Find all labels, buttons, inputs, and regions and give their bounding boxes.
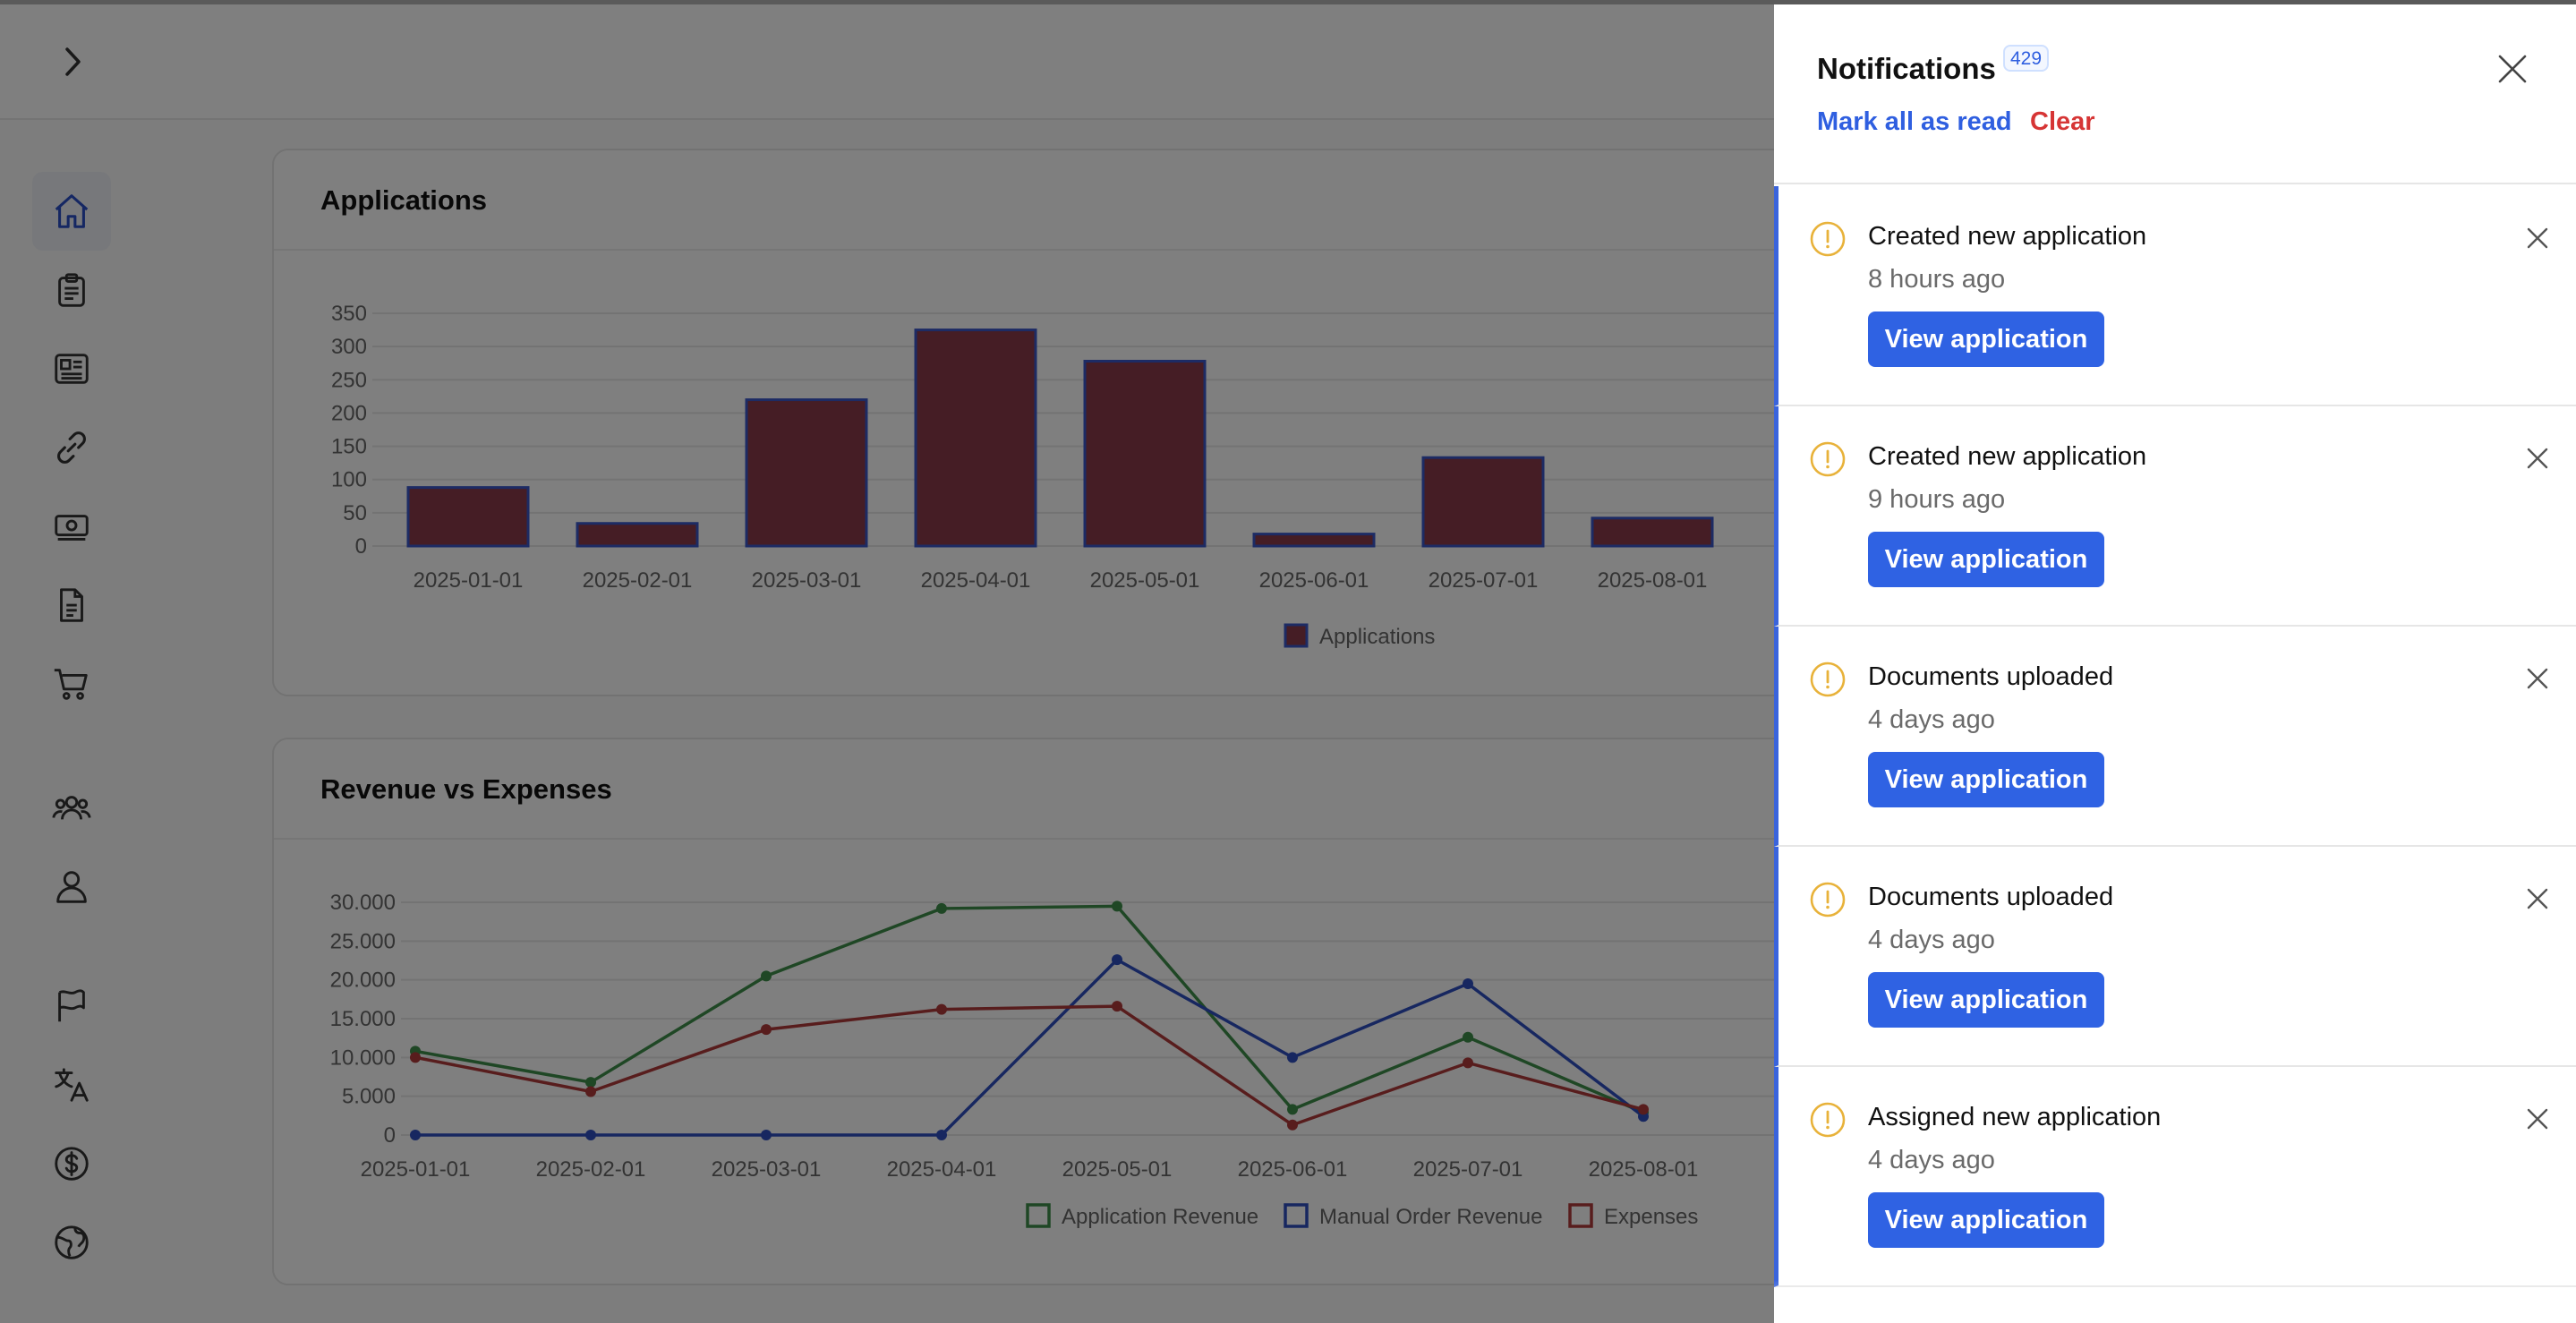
notification-item: Assigned new application 4 days ago View…: [1774, 1067, 2576, 1287]
dismiss-notification-button[interactable]: [2521, 1103, 2554, 1135]
warning-circle-icon: [1810, 882, 1846, 918]
close-icon: [2527, 668, 2548, 689]
notification-title: Created new application: [1868, 222, 2147, 251]
notification-time: 8 hours ago: [1868, 265, 2006, 294]
close-icon: [2527, 227, 2548, 249]
notification-time: 9 hours ago: [1868, 485, 2006, 514]
close-icon: [2527, 1108, 2548, 1130]
notifications-drawer: Notifications 429 Mark all as read Clear…: [1774, 0, 2576, 1323]
list-fade: [1774, 1280, 2576, 1323]
notification-title: Created new application: [1868, 442, 2147, 471]
mark-all-read-link[interactable]: Mark all as read: [1817, 107, 2012, 136]
notification-title: Documents uploaded: [1868, 662, 2114, 691]
notification-time: 4 days ago: [1868, 1146, 1995, 1174]
view-application-button[interactable]: View application: [1868, 972, 2104, 1028]
dismiss-notification-button[interactable]: [2521, 883, 2554, 915]
dismiss-notification-button[interactable]: [2521, 442, 2554, 474]
close-drawer-button[interactable]: [2490, 47, 2535, 91]
close-icon: [2527, 448, 2548, 469]
notification-time: 4 days ago: [1868, 926, 1995, 954]
notification-title: Documents uploaded: [1868, 883, 2114, 911]
notifications-title: Notifications: [1817, 52, 1996, 85]
clear-notifications-link[interactable]: Clear: [2030, 107, 2095, 136]
notification-item: Created new application 8 hours ago View…: [1774, 186, 2576, 406]
view-application-button[interactable]: View application: [1868, 1192, 2104, 1248]
notification-item: Created new application 9 hours ago View…: [1774, 406, 2576, 627]
warning-circle-icon: [1810, 662, 1846, 697]
view-application-button[interactable]: View application: [1868, 752, 2104, 807]
close-icon: [2498, 55, 2527, 83]
notification-item: Documents uploaded 4 days ago View appli…: [1774, 627, 2576, 847]
notification-time: 4 days ago: [1868, 705, 1995, 734]
dismiss-notification-button[interactable]: [2521, 662, 2554, 695]
window-top-border: [0, 0, 2576, 4]
notification-item: Documents uploaded 4 days ago View appli…: [1774, 847, 2576, 1067]
notifications-count-badge: 429: [2003, 45, 2050, 72]
view-application-button[interactable]: View application: [1868, 532, 2104, 587]
notification-title: Assigned new application: [1868, 1103, 2162, 1131]
warning-circle-icon: [1810, 1102, 1846, 1138]
warning-circle-icon: [1810, 441, 1846, 477]
modal-backdrop[interactable]: [0, 0, 1774, 1323]
notifications-header: Notifications 429 Mark all as read Clear: [1774, 0, 2576, 184]
view-application-button[interactable]: View application: [1868, 312, 2104, 367]
dismiss-notification-button[interactable]: [2521, 222, 2554, 254]
close-icon: [2527, 888, 2548, 909]
warning-circle-icon: [1810, 221, 1846, 257]
